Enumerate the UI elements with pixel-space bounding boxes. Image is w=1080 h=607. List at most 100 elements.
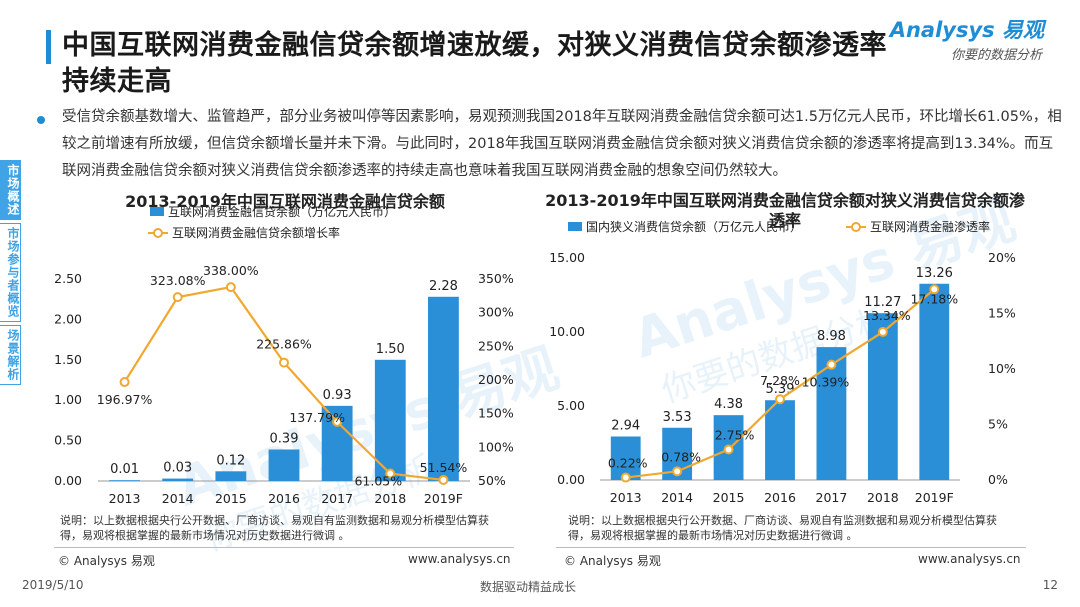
chart1-y-left-tick: 2.50 <box>54 271 82 286</box>
chart1-legend-bar-swatch <box>150 207 164 216</box>
chart1-y-right-tick: 50% <box>478 473 506 488</box>
chart1-y-left-tick: 0.00 <box>54 473 82 488</box>
page-number: 12 <box>1042 578 1058 592</box>
chart2-line-point <box>826 359 837 370</box>
chart2-y-right-tick: 10% <box>988 361 1016 376</box>
bullet-icon <box>37 116 45 124</box>
chart2-bar <box>919 283 950 480</box>
chart1-line-point <box>438 474 449 485</box>
chart1-line-point <box>172 292 183 303</box>
chart2-bar-value-label: 4.38 <box>714 397 743 412</box>
chart2-x-tick-label: 2017 <box>816 490 848 505</box>
chart1-bar-value-label: 1.50 <box>376 342 405 357</box>
chart1-line-point <box>225 282 236 293</box>
chart1-source-left: © Analysys 易观 <box>58 554 155 568</box>
chart1-y-right-tick: 200% <box>478 372 514 387</box>
summary-paragraph: 受信贷余额基数增大、监管趋严，部分业务被叫停等因素影响，易观预测我国2018年互… <box>62 109 1062 179</box>
chart2-source-right: www.analysys.cn <box>918 552 1021 566</box>
chart2-legend-bar-label: 国内狭义消费信贷余额（万亿元人民币） <box>586 219 802 234</box>
chart2-legend-line-marker <box>851 222 861 232</box>
chart2-note: 说明：以上数据根据央行公开数据、厂商访谈、易观自有监测数据和易观分析模型估算获得… <box>568 514 997 542</box>
chart1-x-tick-label: 2018 <box>374 491 406 506</box>
sidenav-item-market-overview[interactable]: 市场概述 <box>0 160 21 220</box>
chart2-line-value-label: 2.75% <box>715 427 755 442</box>
chart1-bar <box>109 480 140 482</box>
chart1-bar <box>374 359 406 481</box>
chart1-line-value-label: 61.05% <box>354 474 402 489</box>
chart1-y-left-tick: 2.00 <box>54 311 82 326</box>
chart1-line-value-label: 196.97% <box>97 392 153 407</box>
chart1-bar <box>162 478 194 481</box>
chart2-legend-line-label: 互联网消费金融渗透率 <box>870 219 990 234</box>
page-title: 中国互联网消费金融信贷余额增速放缓，对狭义消费信贷余额渗透率持续走高 <box>62 30 887 97</box>
sidenav-item-participants[interactable]: 市场参与者概览 <box>0 223 21 322</box>
chart1-x-tick-label: 2014 <box>162 491 194 506</box>
chart2-line-point <box>672 466 683 477</box>
chart1-x-tick-label: 2013 <box>109 491 141 506</box>
chart1-x-tick-label: 2016 <box>268 491 300 506</box>
chart2-line-point <box>723 444 734 455</box>
footer-slogan: 数据驱动精益成长 <box>480 580 577 594</box>
chart2-x-tick-label: 2013 <box>610 490 642 505</box>
chart1-line-point <box>279 357 289 368</box>
chart2-y-right-tick: 0% <box>988 472 1008 487</box>
chart2-source-left: © Analysys 易观 <box>564 554 661 568</box>
chart1-x-tick-label: 2019F <box>424 491 463 506</box>
chart1-y-right-tick: 100% <box>478 439 514 454</box>
chart1-bar-value-label: 0.01 <box>110 462 139 477</box>
chart1-line-point <box>385 468 396 479</box>
chart2-y-left-tick: 0.00 <box>557 472 585 487</box>
chart2-line-value-label: 13.34% <box>863 308 911 323</box>
chart2-line-value-label: 0.78% <box>661 449 701 464</box>
chart2-x-tick-label: 2016 <box>764 490 796 505</box>
chart1-bar-value-label: 0.03 <box>163 461 192 476</box>
logo-brand: Analysys 易观 <box>889 18 1044 42</box>
chart2-bar <box>867 313 898 480</box>
chart1-y-right-tick: 150% <box>478 406 514 421</box>
chart1-legend-line-marker <box>153 228 163 238</box>
chart1-bar-value-label: 0.39 <box>270 431 299 446</box>
chart2-line-point <box>775 394 785 405</box>
chart2-x-tick-label: 2019F <box>915 490 954 505</box>
footer-date: 2019/5/10 <box>22 578 84 592</box>
chart2-x-tick-label: 2018 <box>867 490 899 505</box>
chart2-line-value-label: 17.18% <box>910 291 958 306</box>
chart2-y-left-tick: 5.00 <box>557 398 585 413</box>
chart1-bar-value-label: 0.93 <box>323 388 352 403</box>
chart1-bar-value-label: 0.12 <box>216 453 245 468</box>
chart1-y-left-tick: 1.50 <box>54 352 82 367</box>
chart1-line-value-label: 51.54% <box>420 460 468 475</box>
chart2-bar-value-label: 3.53 <box>663 410 692 425</box>
chart2-legend-bar-swatch <box>568 222 582 231</box>
chart1-note: 说明：以上数据根据央行公开数据、厂商访谈、易观自有监测数据和易观分析模型估算获得… <box>60 514 489 542</box>
chart1-legend-line-label: 互联网消费金融信贷余额增长率 <box>172 225 340 240</box>
logo-slogan: 你要的数据分析 <box>950 48 1042 63</box>
chart1-legend-bar-label: 互联网消费金融信贷余额（万亿元人民币） <box>168 204 396 219</box>
chart2-line-value-label: 0.22% <box>608 456 648 471</box>
chart1-line-value-label: 137.79% <box>289 410 345 425</box>
title-accent-bar <box>46 30 51 64</box>
chart1-y-left-tick: 0.50 <box>54 433 82 448</box>
sidenav-item-scenarios[interactable]: 场景解析 <box>0 325 21 385</box>
chart1-line-value-label: 323.08% <box>150 273 206 288</box>
chart2-line-point <box>929 284 940 295</box>
chart2-line-point <box>620 472 631 483</box>
analysys-logo: Analysys 易观 你要的数据分析 <box>884 10 1044 70</box>
chart2-bar-value-label: 13.26 <box>916 266 953 281</box>
chart1-line-value-label: 338.00% <box>203 263 259 278</box>
chart2-y-right-tick: 20% <box>988 250 1016 265</box>
chart1-line-point <box>332 416 343 427</box>
chart1-title: 2013-2019年中国互联网消费金融信贷余额 <box>125 192 445 211</box>
chart2-line-value-label: 10.39% <box>802 375 850 390</box>
chart2-source-divider <box>556 547 1026 548</box>
chart2-y-right-tick: 5% <box>988 417 1008 432</box>
chart1-y-right-tick: 250% <box>478 338 514 353</box>
chart1-x-tick-label: 2017 <box>321 491 353 506</box>
chart1-y-right-tick: 350% <box>478 271 514 286</box>
chart1-line-value-label: 225.86% <box>256 337 312 352</box>
chart2-y-right-tick: 15% <box>988 306 1016 321</box>
chart2-x-tick-label: 2014 <box>661 490 693 505</box>
side-navigation: 市场概述 市场参与者概览 场景解析 <box>0 160 22 388</box>
chart2-bar-value-label: 2.94 <box>611 418 640 433</box>
